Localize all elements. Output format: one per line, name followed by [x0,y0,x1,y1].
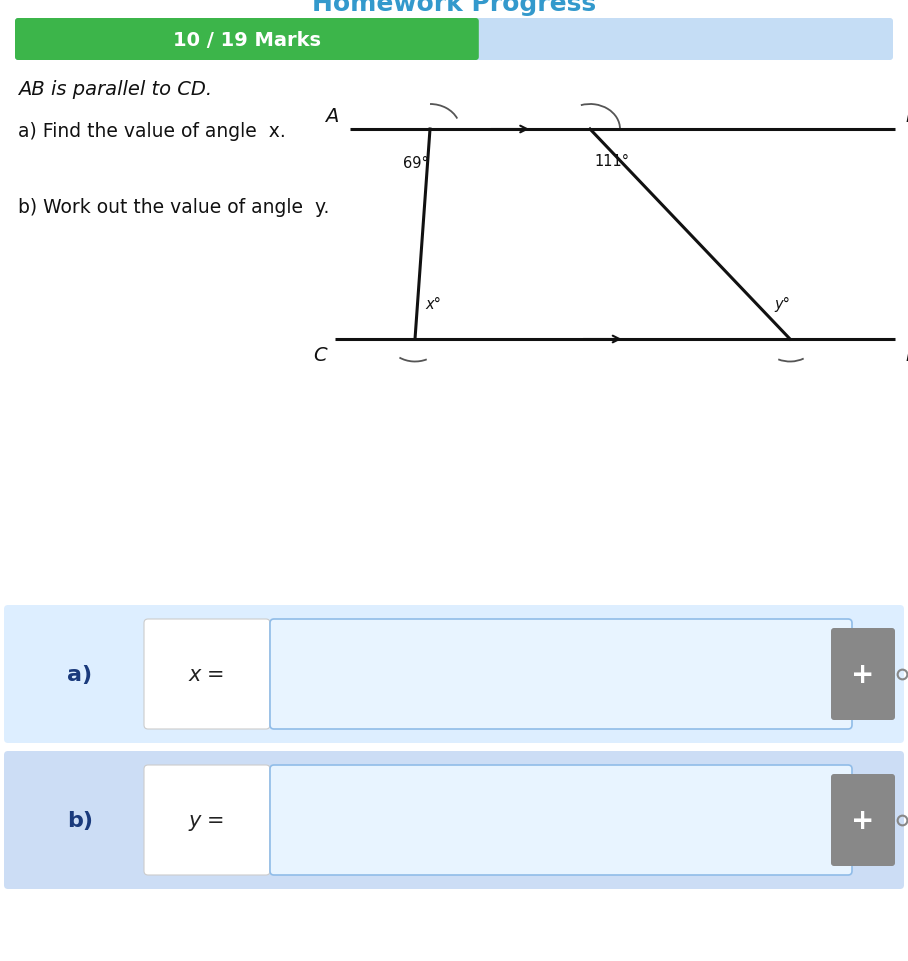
Text: Homework Progress: Homework Progress [312,0,596,16]
Text: y =: y = [189,810,225,830]
Text: B: B [905,107,908,126]
Text: A: A [325,107,338,126]
FancyBboxPatch shape [144,765,270,875]
FancyBboxPatch shape [270,765,852,875]
Text: AB is parallel to CD.: AB is parallel to CD. [18,80,212,99]
FancyBboxPatch shape [15,19,479,61]
Text: 69°: 69° [403,156,429,171]
Text: a) Find the value of angle  x.: a) Find the value of angle x. [18,122,286,141]
Text: C: C [313,346,327,364]
FancyBboxPatch shape [144,619,270,729]
FancyBboxPatch shape [15,19,893,61]
Text: a): a) [67,664,93,684]
Text: x =: x = [189,664,225,684]
Text: 111°: 111° [595,154,629,169]
Text: b): b) [67,810,93,830]
FancyBboxPatch shape [831,775,895,866]
Text: b) Work out the value of angle  y.: b) Work out the value of angle y. [18,198,330,217]
FancyBboxPatch shape [831,628,895,720]
Text: +: + [852,806,874,834]
Text: y°: y° [774,297,790,311]
Text: x°: x° [425,297,441,311]
Text: D: D [905,346,908,364]
Text: 10 / 19 Marks: 10 / 19 Marks [173,31,321,49]
FancyBboxPatch shape [4,605,904,743]
Text: +: + [852,660,874,688]
FancyBboxPatch shape [270,619,852,729]
FancyBboxPatch shape [4,752,904,889]
